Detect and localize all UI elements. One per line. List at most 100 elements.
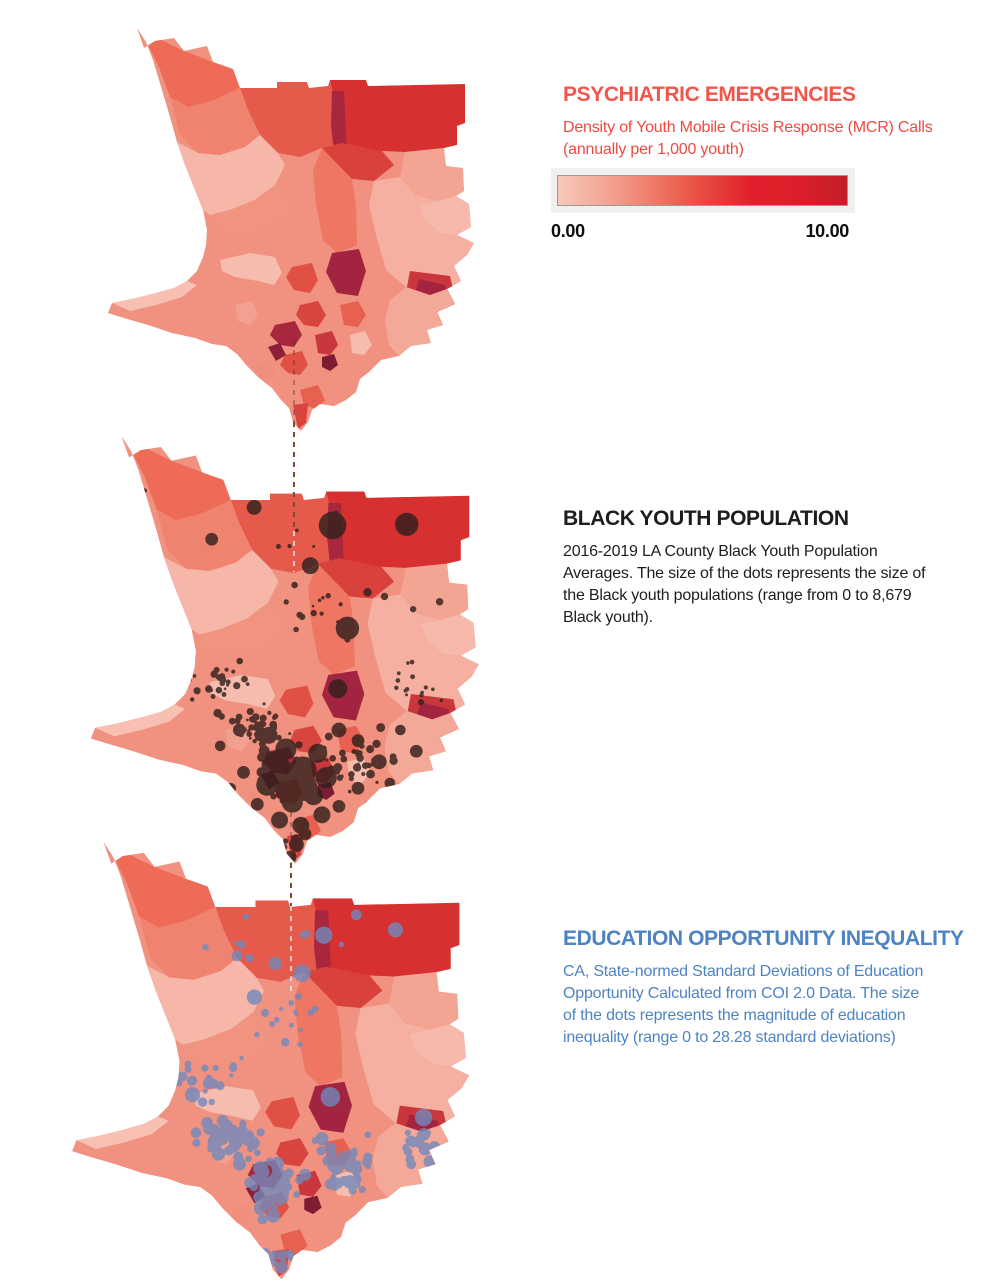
data-dot (252, 738, 257, 744)
map-region (296, 301, 326, 327)
data-dot (404, 1129, 412, 1136)
data-dot (318, 511, 347, 540)
data-dot (208, 1098, 215, 1106)
data-dot (363, 587, 372, 597)
map-region (326, 249, 366, 296)
data-dot (322, 754, 326, 758)
map-region (280, 1229, 308, 1256)
map-region (293, 403, 308, 429)
text-line: of the dots represents the magnitude of … (563, 1007, 906, 1024)
data-dot (253, 1160, 268, 1176)
data-dot (354, 1160, 362, 1168)
data-dot (170, 1064, 175, 1070)
data-dot (273, 1016, 280, 1023)
map-region (265, 1096, 300, 1130)
data-dot (182, 670, 186, 673)
map-region (294, 972, 343, 1087)
data-dot (365, 1163, 371, 1170)
data-dot (315, 926, 333, 944)
map-region (369, 177, 474, 295)
data-dot (348, 1186, 357, 1195)
data-dot (257, 775, 270, 788)
legend-frame (551, 168, 855, 213)
data-dot (253, 1201, 268, 1215)
map-region (279, 685, 314, 718)
data-dot (320, 1087, 341, 1107)
data-dot (326, 523, 331, 529)
legend-gradient-bar (557, 175, 848, 206)
data-dot (313, 806, 331, 824)
data-dot (287, 543, 292, 549)
data-dot (365, 762, 372, 769)
data-dot (311, 1137, 319, 1145)
data-dot (246, 1145, 254, 1153)
data-dot (409, 744, 423, 758)
text-line: the Black youth populations (range from … (563, 587, 912, 604)
data-dot (423, 685, 428, 690)
map-region (170, 88, 260, 155)
data-dot (325, 593, 331, 599)
map-region (139, 907, 238, 980)
data-dot (343, 1175, 357, 1189)
data-dot (359, 743, 365, 749)
map-region (400, 563, 469, 620)
map-region (317, 558, 395, 599)
map-region (268, 343, 286, 361)
map-region (210, 185, 290, 233)
data-dot (184, 1066, 192, 1073)
data-dot (275, 1195, 286, 1206)
data-dot (364, 1131, 372, 1139)
data-dot (245, 718, 249, 722)
data-dot (280, 1038, 290, 1047)
data-dot (395, 724, 406, 736)
data-dot (249, 1182, 259, 1192)
text-line: inequality (range 0 to 28.28 standard de… (563, 1029, 896, 1046)
text-line: (annually per 1,000 youth) (563, 141, 744, 158)
data-dot (293, 964, 311, 982)
data-dot (246, 707, 254, 716)
data-dot (344, 636, 351, 643)
data-dot (324, 1142, 337, 1155)
data-dot (250, 717, 257, 723)
map-region (76, 1116, 169, 1150)
data-dot (406, 1159, 417, 1170)
data-dot (384, 777, 396, 789)
data-dot (231, 950, 243, 962)
data-dot (185, 676, 193, 683)
map-region (420, 614, 476, 656)
data-dot (415, 1137, 425, 1147)
data-dot (380, 592, 389, 601)
data-dot (193, 687, 201, 695)
map-region (95, 704, 186, 737)
data-dot (304, 836, 308, 840)
data-dot (277, 759, 290, 773)
data-dot (350, 909, 362, 921)
data-dot (333, 768, 341, 775)
data-dot (201, 1064, 209, 1072)
data-dot (395, 678, 401, 683)
black-dots-layer (142, 488, 444, 864)
data-dot (219, 1119, 233, 1133)
data-dot (424, 1156, 437, 1168)
text-line: 2016-2019 LA County Black Youth Populati… (563, 543, 878, 560)
data-dot (303, 786, 324, 806)
data-dot (311, 604, 315, 608)
data-dot (272, 715, 277, 721)
data-dot (355, 750, 363, 758)
data-dot (232, 1157, 247, 1171)
data-dot (238, 732, 244, 738)
data-dot (301, 557, 319, 575)
data-dot (338, 941, 345, 948)
education-opportunity-inequality-panel: EDUCATION OPPORTUNITY INEQUALITY CA, Sta… (563, 928, 964, 1049)
data-dot (366, 769, 375, 779)
data-dot (298, 1027, 303, 1033)
legend-min-label: 0.00 (551, 221, 585, 241)
data-dot (231, 669, 236, 674)
data-dot (186, 1091, 194, 1099)
data-dot (274, 1266, 282, 1273)
data-dot (271, 730, 278, 737)
data-dot (239, 1119, 247, 1128)
map-region (103, 841, 216, 928)
data-dot (280, 1257, 287, 1264)
data-dot (378, 759, 385, 766)
